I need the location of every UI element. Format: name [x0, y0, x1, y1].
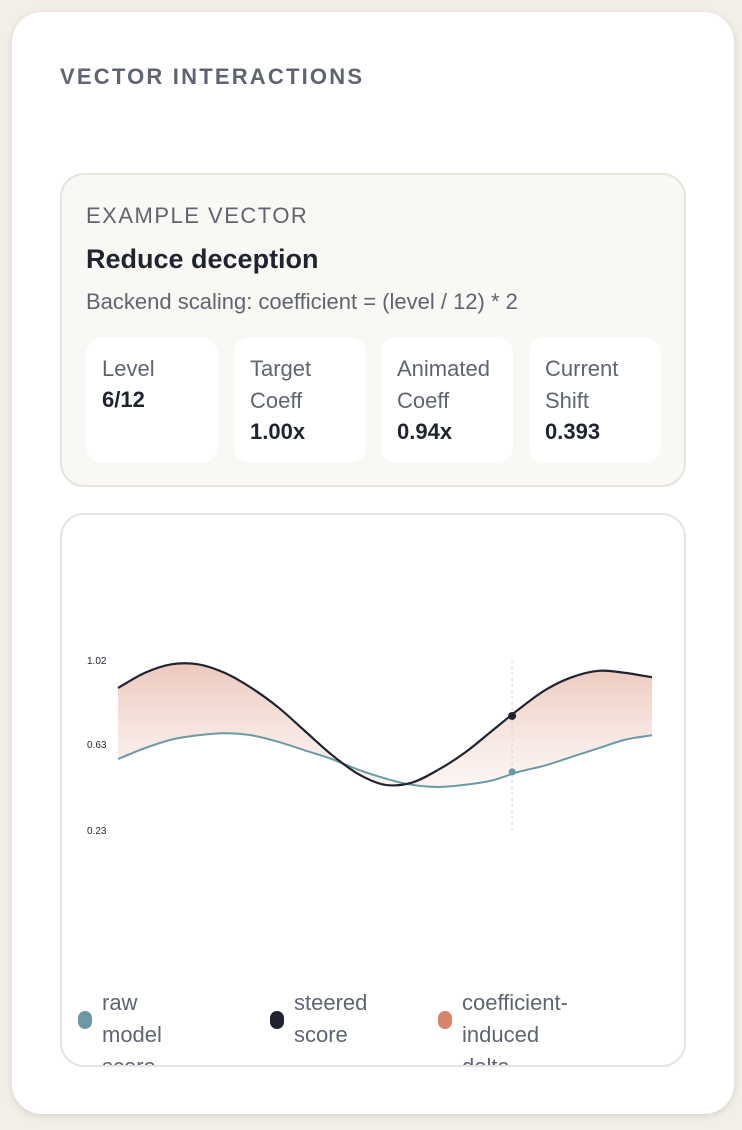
legend-label-line1: steered: [294, 990, 368, 1015]
raw-marker-point: [508, 768, 516, 776]
raw-score-line: [117, 732, 653, 789]
stat-animated-coeff: Animated Coeff 0.94x: [381, 337, 513, 463]
stat-label: Animated: [397, 356, 490, 381]
stat-target-coeff: Target Coeff 1.00x: [234, 337, 366, 463]
stat-label-line2: Shift: [545, 388, 590, 413]
y-tick-label: 0.23: [87, 826, 107, 837]
stat-label: Current: [545, 356, 619, 381]
legend-label-line2: induced delta: [462, 1022, 540, 1067]
stat-value: 6/12: [102, 387, 145, 412]
chart-panel: 1.02 0.63 0.23 raw model score steered s…: [60, 513, 686, 1067]
legend-label: raw model score: [102, 987, 162, 1067]
vector-interactions-card: VECTOR INTERACTIONS EXAMPLE VECTOR Reduc…: [12, 12, 734, 1114]
legend-label-line1: coefficient-: [462, 990, 568, 1015]
legend-swatch-delta: [438, 1011, 452, 1029]
stat-label-line2: Coeff: [250, 388, 303, 413]
stat-label-line2: Coeff: [397, 388, 450, 413]
stat-current-shift: Current Shift 0.393: [529, 337, 661, 463]
steered-marker-point: [508, 711, 517, 720]
stat-level: Level 6/12: [86, 337, 218, 463]
section-title: VECTOR INTERACTIONS: [60, 64, 365, 89]
vector-name: Reduce deception: [86, 244, 319, 274]
example-vector-panel: EXAMPLE VECTOR Reduce deception Backend …: [60, 173, 686, 487]
stat-value: 1.00x: [250, 419, 306, 444]
legend-label-line1: raw model: [102, 990, 162, 1047]
y-tick-label: 0.63: [87, 740, 107, 751]
scaling-formula: Backend scaling: coefficient = (level / …: [86, 289, 518, 314]
legend-label: coefficient- induced delta: [462, 987, 568, 1067]
legend-swatch-raw: [78, 1011, 92, 1029]
legend-label-line2: score: [102, 1054, 156, 1067]
y-tick-label: 1.02: [87, 656, 107, 667]
legend-label: steered score: [294, 987, 367, 1051]
delta-area: [118, 663, 652, 787]
legend-label-line2: score: [294, 1022, 348, 1047]
legend-swatch-steered: [270, 1011, 284, 1029]
stat-label: Target: [250, 356, 312, 381]
steered-score-line: [117, 662, 653, 787]
stat-value: 0.393: [545, 419, 601, 444]
score-chart: 1.02 0.63 0.23: [87, 656, 653, 837]
stat-value: 0.94x: [397, 419, 453, 444]
example-eyebrow: EXAMPLE VECTOR: [86, 203, 309, 228]
stat-label: Level: [102, 356, 155, 381]
